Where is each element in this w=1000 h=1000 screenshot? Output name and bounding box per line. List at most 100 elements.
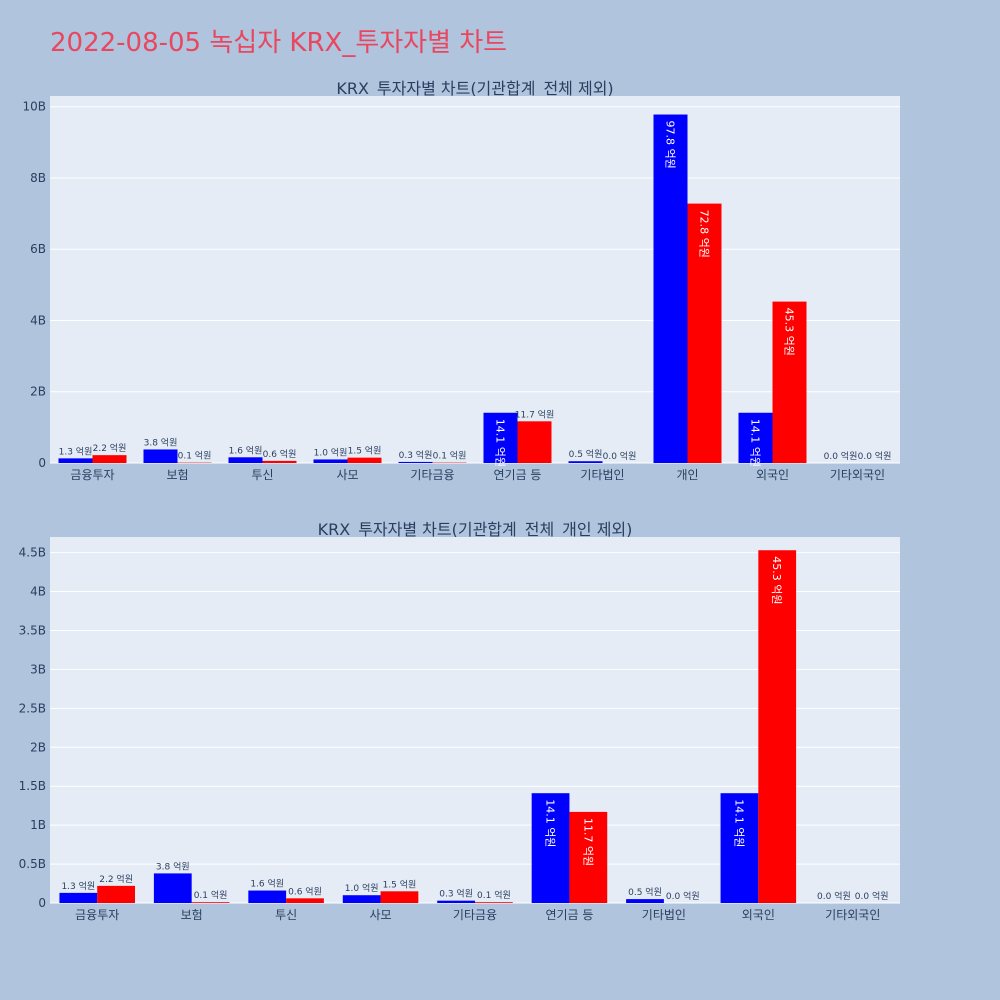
data-label: 0.5 억원 — [628, 886, 662, 898]
x-tick-label: 사모 — [370, 908, 392, 922]
data-label: 0.0 억원 — [666, 890, 700, 902]
y-tick-label: 3.5B — [19, 623, 46, 637]
data-label: 0.1 억원 — [477, 889, 511, 901]
x-tick-label: 보험 — [181, 908, 203, 922]
bar — [153, 873, 192, 903]
x-tick-label: 외국인 — [756, 468, 789, 482]
data-label: 0.0 억원 — [855, 890, 889, 902]
bar — [475, 902, 513, 903]
page-title: 2022-08-05 녹십자 KRX_투자자별 차트 — [50, 28, 508, 58]
bar — [228, 457, 263, 463]
x-tick-label: 기타외국인 — [830, 468, 885, 482]
bar — [687, 203, 722, 463]
y-tick-label: 2.5B — [19, 701, 46, 715]
x-tick-label: 기타법인 — [642, 908, 686, 922]
data-label: 1.0 억원 — [314, 446, 348, 458]
bar — [143, 449, 178, 463]
y-tick-label: 4B — [30, 585, 46, 599]
data-label: 0.0 억원 — [858, 450, 892, 462]
x-tick-label: 기타외국인 — [825, 908, 880, 922]
bar — [342, 895, 381, 903]
bar — [58, 458, 93, 463]
data-label: 1.3 억원 — [59, 445, 93, 457]
data-label: 1.0 억원 — [345, 882, 379, 894]
data-label: 1.5 억원 — [383, 878, 417, 890]
data-label: 0.1 억원 — [178, 450, 212, 462]
x-tick-label: 기타법인 — [580, 468, 624, 482]
x-tick-label: 외국인 — [742, 908, 775, 922]
x-tick-label: 보험 — [166, 468, 188, 482]
data-label: 0.6 억원 — [263, 448, 297, 460]
data-label: 1.6 억원 — [229, 444, 263, 456]
y-tick-label: 1B — [30, 818, 46, 832]
y-tick-label: 8B — [30, 171, 46, 185]
chart-top: KRX_투자자별 차트(기관합계_전체 제외) 0 2B 4B 6B 8B 10B 금융투자 1… — [22, 79, 900, 482]
data-label: 0.1 억원 — [194, 889, 228, 901]
bar — [720, 793, 759, 903]
bar — [531, 793, 570, 903]
data-label: 2.2 억원 — [99, 873, 133, 885]
bar — [286, 898, 324, 903]
bar — [653, 114, 688, 464]
bar — [92, 455, 127, 463]
bar — [568, 461, 603, 463]
y-tick-label: 2B — [30, 385, 46, 399]
x-tick-label: 개인 — [676, 468, 698, 482]
data-label: 45.3 억원 — [770, 556, 783, 604]
bar — [248, 890, 287, 903]
data-label: 2.2 억원 — [93, 442, 127, 454]
x-tick-label: 연기금 등 — [545, 908, 593, 922]
y-tick-label: 0 — [38, 456, 46, 470]
bar — [398, 461, 433, 463]
data-label: 0.5 억원 — [569, 448, 603, 460]
bar — [191, 902, 230, 903]
y-tick-label: 10B — [22, 100, 46, 114]
bar — [517, 421, 552, 463]
data-label: 3.8 억원 — [156, 860, 190, 872]
data-label: 1.6 억원 — [250, 878, 284, 890]
data-label: 3.8 억원 — [144, 436, 178, 448]
y-tick-label: 4B — [30, 313, 46, 327]
x-tick-label: 연기금 등 — [494, 468, 542, 482]
data-label: 0.0 억원 — [817, 890, 851, 902]
plot-area — [50, 96, 900, 463]
bar — [626, 899, 664, 903]
chart-title: KRX_투자자별 차트(기관합계_전체 제외) — [336, 79, 613, 99]
y-tick-label: 3B — [30, 662, 46, 676]
chart-title: KRX_투자자별 차트(기관합계_전체_개인 제외) — [318, 520, 633, 540]
y-tick-label: 2B — [30, 740, 46, 754]
bar — [483, 412, 518, 463]
y-tick-label: 0.5B — [19, 857, 46, 871]
x-tick-label: 투신 — [251, 468, 273, 482]
bar — [347, 457, 382, 463]
data-label: 14.1 억원 — [732, 799, 745, 847]
y-tick-label: 4.5B — [19, 546, 46, 560]
data-label: 45.3 억원 — [783, 308, 796, 356]
data-label: 14.1 억원 — [494, 419, 507, 467]
data-label: 0.3 억원 — [399, 449, 433, 461]
x-tick-label: 금융투자 — [70, 468, 114, 482]
y-tick-label: 6B — [30, 242, 46, 256]
data-label: 14.1 억원 — [544, 799, 557, 847]
data-label: 0.1 억원 — [433, 450, 467, 462]
bar — [313, 459, 348, 463]
bar — [262, 460, 297, 463]
y-tick-label: 0 — [38, 896, 46, 910]
data-label: 1.3 억원 — [61, 880, 95, 892]
data-label: 0.0 억원 — [603, 450, 637, 462]
data-label: 0.0 억원 — [824, 450, 858, 462]
data-label: 0.3 억원 — [439, 888, 473, 900]
bar — [437, 900, 475, 903]
bar — [772, 301, 807, 463]
bar — [59, 892, 98, 903]
data-label: 72.8 억원 — [698, 210, 711, 258]
data-label: 11.7 억원 — [515, 408, 554, 420]
bar — [569, 811, 608, 903]
bar — [380, 891, 419, 903]
data-label: 11.7 억원 — [581, 818, 594, 866]
x-tick-label: 사모 — [336, 468, 358, 482]
bar — [738, 412, 773, 463]
data-label: 1.5 억원 — [348, 445, 382, 457]
x-tick-label: 기타금융 — [410, 468, 454, 482]
